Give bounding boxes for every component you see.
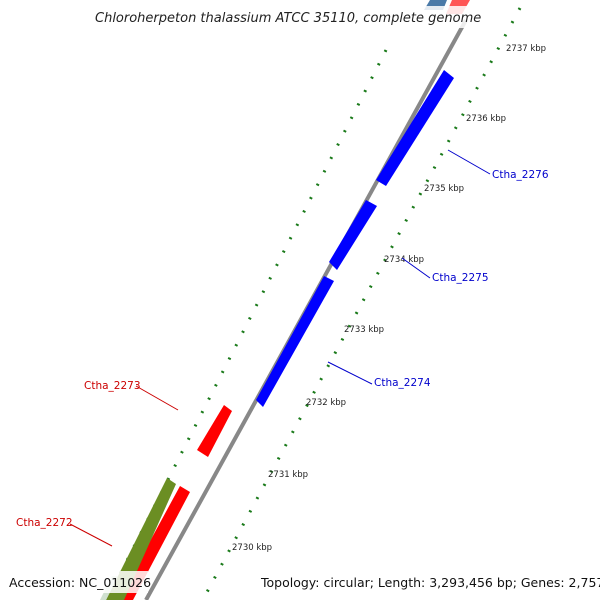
title-background <box>92 6 506 28</box>
accession-background <box>5 571 148 593</box>
tick-label-2736-kbp: 2736 kbp <box>466 114 506 124</box>
gene-label-ctha-2273[interactable]: Ctha_2273 <box>84 380 141 392</box>
leader-line-ctha-2274 <box>327 361 373 385</box>
tick-label-2733-kbp: 2733 kbp <box>344 325 384 335</box>
gene-label-ctha-2274[interactable]: Ctha_2274 <box>374 377 431 389</box>
rna-gene-arrow <box>106 478 176 600</box>
tick-label-2737-kbp: 2737 kbp <box>506 44 546 54</box>
gene-arrow-ctha-2275 <box>329 200 377 270</box>
accession-text: Accession: NC_011026 <box>9 575 151 590</box>
gene-label-ctha-2272[interactable]: Ctha_2272 <box>16 517 73 529</box>
genome-summary-text: Topology: circular; Length: 3,293,456 bp… <box>260 575 600 590</box>
tick-label-2731-kbp: 2731 kbp <box>268 470 308 480</box>
gene-arrow-ctha-2274 <box>256 276 334 407</box>
tick-label-2735-kbp: 2735 kbp <box>424 184 464 194</box>
tick-label-2732-kbp: 2732 kbp <box>306 398 346 408</box>
summary-background <box>257 571 595 593</box>
tick-label-2730-kbp: 2730 kbp <box>232 543 272 553</box>
gene-label-ctha-2276[interactable]: Ctha_2276 <box>492 169 549 181</box>
leader-line-ctha-2275 <box>401 257 431 279</box>
leader-line-ctha-2276 <box>447 149 491 175</box>
leader-line-ctha-2273 <box>135 385 179 411</box>
gene-arrow-ctha-2276 <box>376 70 454 186</box>
leader-line-ctha-2272 <box>69 523 113 547</box>
gene-arrow-ctha-2273 <box>197 405 232 457</box>
genome-title: Chloroherpeton thalassium ATCC 35110, co… <box>95 11 481 26</box>
gene-label-ctha-2275[interactable]: Ctha_2275 <box>432 272 489 284</box>
